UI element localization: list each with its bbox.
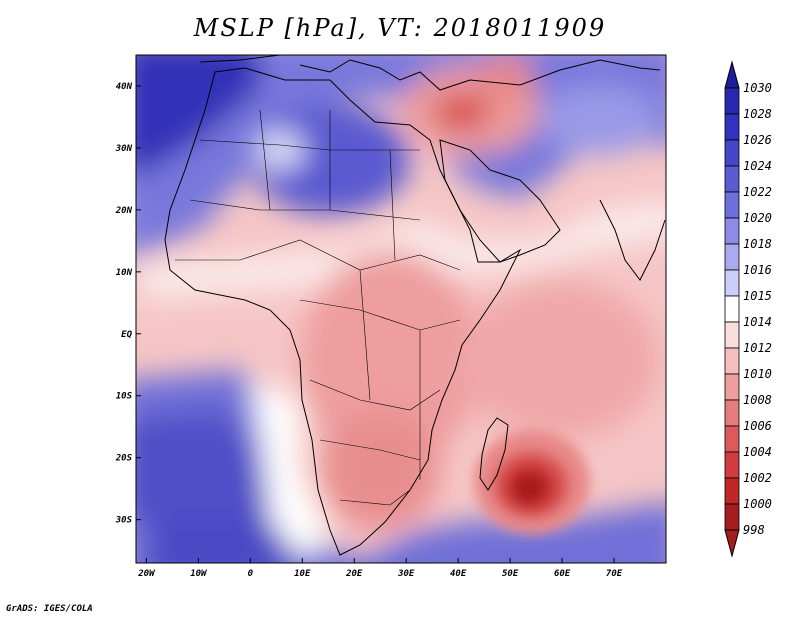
lat-tick-label: 10S [116,392,133,402]
map-title: MSLP [hPa], VT: 2018011909 [193,14,607,42]
africa-coastline [164,67,522,556]
lon-tick-label: 40E [450,569,467,579]
lon-tick-label: 10E [294,569,311,579]
colorbar-label: 1002 [743,471,772,485]
colorbar-swatch [724,347,740,375]
colorbar-swatch [724,451,740,479]
colorbar-label: 1024 [743,159,772,173]
lat-tick-label: 20N [115,206,133,216]
colorbar-label: 1008 [743,393,772,407]
colorbar-swatch [724,373,740,401]
europe-coastline [199,55,661,91]
colorbar-swatch [724,321,740,349]
arabia-coastline [439,139,561,263]
lon-tick-label: 30E [397,569,415,579]
madagascar-coastline [479,417,509,491]
pressure-field [136,55,666,563]
colorbar-swatch [724,165,740,193]
colorbar-label: 1014 [743,315,772,329]
lon-tick-label: 50E [502,569,519,579]
colorbar-label: 1006 [743,419,772,433]
lon-tick-label: 20E [345,569,363,579]
colorbar-label: 1026 [743,133,772,147]
map-frame [135,54,667,564]
grads-credit: GrADS: IGES/COLA [6,604,93,614]
colorbar-swatch [724,113,740,141]
colorbar-label: 1030 [743,81,772,95]
colorbar-swatch [724,139,740,167]
lon-tick-label: 10W [190,569,208,579]
borders [175,109,461,506]
colorbar-swatch [724,243,740,271]
lon-tick-label: 0 [248,569,254,579]
colorbar-label: 1022 [743,185,772,199]
colorbar-label: 1015 [743,289,772,303]
lat-tick-label: EQ [121,330,132,340]
axis-ticks: 20W 10W 0 10E 20E 30E 40E 50E 60E 70E 40N 30N 20N 10N… [115,82,623,579]
lon-tick-label: 70E [606,569,623,579]
colorbar-swatch [724,191,740,219]
colorbar-label: 1012 [743,341,772,355]
lat-tick-label: 30N [115,144,133,154]
colorbar-label: 1018 [743,237,772,251]
colorbar: 1030 1028 1026 1024 1022 1020 1018 1016 1015 1014… [724,60,772,558]
colorbar-label: 998 [743,523,765,537]
colorbar-label: 1028 [743,107,772,121]
colorbar-label: 1016 [743,263,772,277]
colorbar-label: 1020 [743,211,772,225]
colorbar-swatch [724,295,740,323]
colorbar-top-arrow [724,60,740,89]
colorbar-swatch [724,399,740,427]
lat-tick-label: 10N [116,268,133,278]
colorbar-label: 1004 [743,445,772,459]
colorbar-label: 1000 [743,497,772,511]
colorbar-swatch [724,425,740,453]
colorbar-swatch [724,503,740,531]
colorbar-swatch [724,87,740,115]
lon-tick-label: 60E [554,569,571,579]
lat-tick-label: 40N [116,82,133,92]
lon-tick-label: 20W [137,569,156,579]
colorbar-bottom-arrow [724,529,740,558]
lat-tick-label: 20S [115,454,133,464]
colorbar-swatch [724,217,740,245]
colorbar-swatch [724,477,740,505]
colorbar-label: 1010 [743,367,772,381]
lat-tick-label: 30S [115,516,133,526]
colorbar-swatch [724,269,740,297]
india-coastline [599,199,666,281]
coastlines [164,55,666,556]
